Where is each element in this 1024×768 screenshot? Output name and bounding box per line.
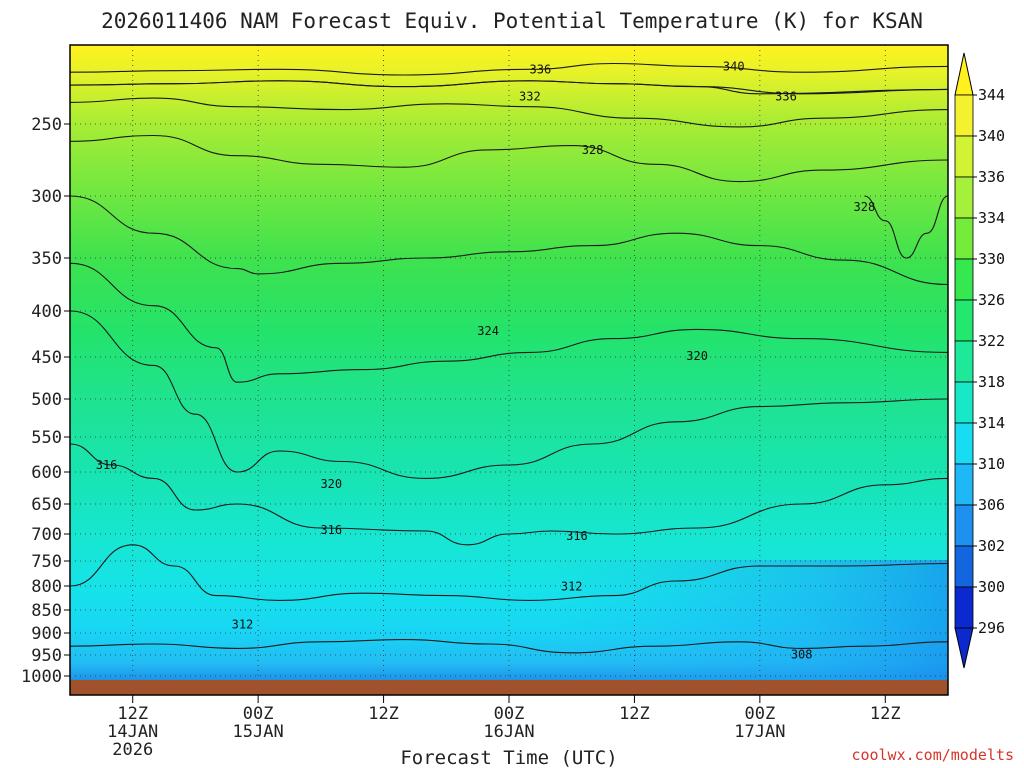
contour-label-328: 328	[582, 143, 604, 157]
colorbar-segment	[954, 545, 974, 588]
colorbar-label: 310	[978, 455, 1005, 473]
credit-link[interactable]: coolwx.com/modelts	[851, 746, 1014, 764]
chart-title: 2026011406 NAM Forecast Equiv. Potential…	[101, 9, 923, 33]
contour-label-324: 324	[477, 324, 499, 338]
colorbar-segment	[954, 463, 974, 506]
colorbar-segment	[954, 504, 974, 547]
colorbar-segment	[954, 217, 974, 260]
contour-label-336: 336	[775, 90, 797, 104]
contour-line-328	[864, 195, 948, 259]
plot-area: 340 336 336 332 328 328 324 320 320 316 316 316 312 3…	[70, 45, 948, 695]
x-tick-label: 12Z	[368, 704, 399, 724]
colorbar-segment	[954, 381, 974, 424]
y-tick-label: 300	[31, 187, 62, 207]
colorbar-label: 344	[978, 86, 1005, 104]
y-tick-label: 700	[31, 525, 62, 545]
contour-label-320: 320	[320, 477, 342, 491]
contour-line-316	[70, 443, 948, 546]
terrain-band	[70, 680, 948, 695]
x-tick-label: 12Z	[870, 704, 901, 724]
contour-label-320: 320	[686, 349, 708, 363]
y-tick-label: 600	[31, 463, 62, 483]
y-tick-label: 350	[31, 249, 62, 269]
y-tick-label: 750	[31, 552, 62, 572]
contour-lines	[70, 62, 948, 654]
colorbar-label: 326	[978, 291, 1005, 309]
contour-label-316: 316	[96, 458, 118, 472]
y-tick-label: 1000	[21, 667, 62, 687]
y-tick-label: 550	[31, 428, 62, 448]
colorbar-segment	[954, 258, 974, 301]
contour-line-328	[70, 134, 948, 183]
contour-label-316: 316	[320, 523, 342, 537]
contour-line-320	[70, 310, 948, 479]
contour-line-332	[70, 97, 948, 128]
x-tick-label: 12Z	[619, 704, 650, 724]
contour-labels: 340 336 336 332 328 328 324 320 320 316 316 316 312 3…	[96, 59, 876, 662]
x-tick-label: 00Z	[744, 704, 775, 724]
contour-label-336: 336	[530, 62, 552, 76]
gridlines	[70, 45, 948, 695]
colorbar-label: 336	[978, 168, 1005, 186]
colorbar-segment	[954, 135, 974, 178]
contour-line-324	[70, 195, 948, 286]
colorbar-label: 296	[978, 619, 1005, 637]
y-tick-label: 500	[31, 390, 62, 410]
contour-line-312	[70, 544, 948, 601]
x-tick-label: 15JAN	[233, 722, 284, 742]
contour-label-332: 332	[519, 90, 541, 104]
y-tick-label: 950	[31, 646, 62, 666]
y-tick-label: 900	[31, 624, 62, 644]
colorbar-arrow-bottom	[954, 627, 974, 669]
colorbar-label: 302	[978, 537, 1005, 555]
x-tick-label: 17JAN	[734, 722, 785, 742]
contour-label-312: 312	[561, 579, 583, 593]
colorbar-segment	[954, 340, 974, 383]
colorbar-label: 314	[978, 414, 1005, 432]
x-tick-label: 00Z	[494, 704, 525, 724]
colorbar-segment	[954, 176, 974, 219]
y-tick-label: 250	[31, 115, 62, 135]
contour-label-340: 340	[723, 59, 745, 73]
colorbar-label: 340	[978, 127, 1005, 145]
contour-line-308	[70, 639, 948, 654]
colorbar-label: 300	[978, 578, 1005, 596]
y-tick-label: 400	[31, 302, 62, 322]
contour-line-336	[70, 80, 948, 95]
contour-label-328: 328	[854, 200, 876, 214]
colorbar: 344 340 336 334 330 326 322 318 314 310 306 302 300 2…	[954, 52, 1005, 669]
colorbar-label: 318	[978, 373, 1005, 391]
colorbar-segment	[954, 94, 974, 137]
y-tick-label: 650	[31, 495, 62, 515]
contour-line-340	[70, 62, 948, 76]
y-axis: 250 300 350 400 450 500 550 600 650 700 750 800 850 9…	[21, 115, 70, 687]
colorbar-label: 334	[978, 209, 1005, 227]
colorbar-label: 322	[978, 332, 1005, 350]
x-tick-label: 2026	[112, 740, 153, 760]
colorbar-segment	[954, 299, 974, 342]
contour-label-316: 316	[566, 529, 588, 543]
y-tick-label: 800	[31, 577, 62, 597]
x-tick-label: 00Z	[243, 704, 274, 724]
contour-label-312: 312	[232, 617, 254, 631]
contour-line-320	[70, 262, 948, 383]
y-tick-label: 850	[31, 601, 62, 621]
colorbar-segment	[954, 422, 974, 465]
colorbar-label: 330	[978, 250, 1005, 268]
colorbar-label: 306	[978, 496, 1005, 514]
y-tick-label: 450	[31, 348, 62, 368]
x-axis-title: Forecast Time (UTC)	[400, 747, 617, 768]
x-tick-label: 16JAN	[483, 722, 534, 742]
colorbar-segment	[954, 586, 974, 629]
colorbar-arrow-top	[954, 52, 974, 96]
contour-label-308: 308	[791, 648, 813, 662]
x-tick-label: 12Z	[117, 704, 148, 724]
x-tick-label: 14JAN	[107, 722, 158, 742]
